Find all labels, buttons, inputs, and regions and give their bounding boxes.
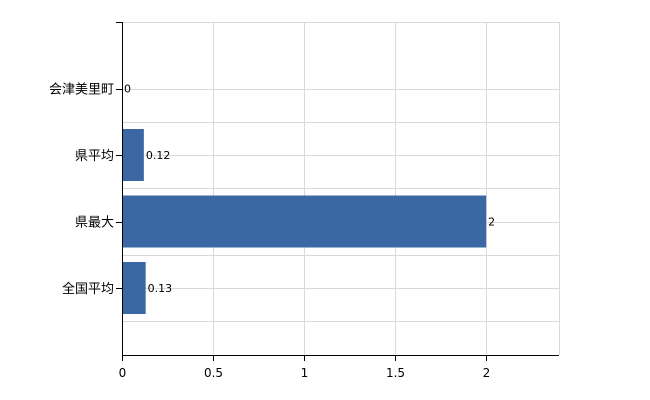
value-label-1: 0.12: [146, 149, 171, 162]
category-label-0: 会津美里町: [49, 83, 114, 98]
bar-3: [122, 262, 146, 314]
x-tick-label-3: 1.5: [386, 366, 405, 380]
grid-layer: [122, 22, 560, 355]
category-label-1: 県平均: [75, 149, 114, 164]
category-label-3: 全国平均: [62, 281, 114, 297]
x-tick-label-4: 2: [483, 366, 491, 380]
value-label-3: 0.13: [148, 282, 173, 295]
bar-2: [122, 195, 487, 248]
x-tick-label-1: 0.5: [204, 366, 223, 380]
value-label-0: 0: [124, 83, 131, 96]
axis-layer: [116, 22, 559, 361]
bar-layer: [122, 129, 487, 314]
x-tick-label-2: 1: [301, 366, 309, 380]
x-tick-label-0: 0: [119, 366, 127, 380]
value-label-2: 2: [488, 216, 495, 229]
category-label-2: 県最大: [75, 216, 114, 231]
bar-1: [122, 129, 144, 181]
